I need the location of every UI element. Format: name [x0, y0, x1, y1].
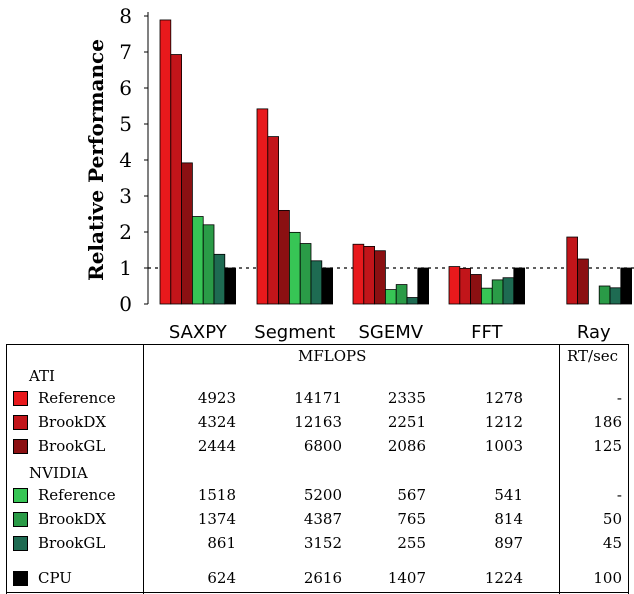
- table-cell: 3152: [303, 534, 342, 552]
- table-cell: 814: [494, 510, 523, 528]
- table-cell: 6800: [303, 437, 342, 455]
- y-tick-label: 8: [119, 4, 132, 28]
- table-cell: -: [616, 486, 622, 504]
- row-label: BrookDX: [38, 510, 107, 528]
- legend-swatch: [13, 536, 28, 551]
- y-tick-label: 4: [119, 148, 132, 172]
- table-cell: 125: [593, 437, 622, 455]
- x-tick-label: SGEMV: [359, 322, 424, 343]
- legend-swatch: [13, 571, 28, 586]
- table-cell: 541: [494, 486, 523, 504]
- table-cell: 2251: [387, 413, 426, 431]
- bar: [513, 267, 525, 305]
- group-label: NVIDIA: [29, 464, 88, 482]
- row-label: BrookGL: [38, 534, 106, 552]
- row-label: Reference: [38, 486, 116, 504]
- group-label: ATI: [29, 367, 55, 385]
- rt-sec-header: RT/sec: [567, 347, 619, 365]
- table-cell: 624: [207, 569, 236, 587]
- row-label: BrookGL: [38, 437, 106, 455]
- table-cell: 567: [397, 486, 426, 504]
- table-cell: 2086: [387, 437, 426, 455]
- bar: [321, 267, 333, 305]
- table-cell: 50: [602, 510, 622, 528]
- bar-chart: 0 1 2 3 4 5 6 7 8 Relative Performance SAXPY Segmen…: [84, 4, 634, 343]
- x-tick-label: Segment: [254, 322, 335, 343]
- table-cell: 14171: [294, 389, 342, 407]
- y-tick-label: 0: [119, 292, 132, 316]
- bar: [417, 267, 429, 305]
- table-cell: -: [616, 389, 622, 407]
- table-top-border: [6, 344, 629, 345]
- table-cell: 1407: [387, 569, 426, 587]
- row-label: Reference: [38, 389, 116, 407]
- legend-swatch: [13, 512, 28, 527]
- legend-swatch: [13, 415, 28, 430]
- table-cell: 861: [207, 534, 236, 552]
- x-tick-label: SAXPY: [169, 322, 228, 343]
- y-tick-label: 6: [119, 76, 132, 100]
- table-cell: 5200: [303, 486, 342, 504]
- table-cell: 45: [602, 534, 622, 552]
- table-cell: 2335: [387, 389, 426, 407]
- bar: [395, 284, 408, 305]
- bar: [224, 267, 237, 305]
- table-cell: 765: [397, 510, 426, 528]
- y-tick-label: 5: [119, 112, 132, 136]
- legend-swatch: [13, 488, 28, 503]
- mflops-header: MFLOPS: [298, 347, 367, 365]
- table-cell: 186: [593, 413, 622, 431]
- table-border-left: [6, 344, 7, 594]
- table-cell: 1374: [197, 510, 236, 528]
- legend-swatch: [13, 439, 28, 454]
- table-cell: 1518: [197, 486, 236, 504]
- bar: [577, 258, 589, 305]
- table-cell: 1212: [484, 413, 523, 431]
- table-cell: 2444: [197, 437, 236, 455]
- row-label: BrookDX: [38, 413, 107, 431]
- table-border-right: [628, 344, 629, 594]
- table-cell: 100: [593, 569, 622, 587]
- table-cell: 1003: [484, 437, 523, 455]
- y-tick-label: 3: [119, 184, 132, 208]
- bar: [620, 267, 632, 305]
- table-cell: 897: [494, 534, 523, 552]
- legend-swatch: [13, 391, 28, 406]
- table-cell: 4324: [197, 413, 236, 431]
- table-divider-right: [559, 344, 560, 594]
- x-tick-label: FFT: [471, 322, 503, 343]
- bar: [374, 250, 386, 305]
- table-cell: 2616: [303, 569, 342, 587]
- table-cell: 4387: [303, 510, 342, 528]
- table-cell: 255: [397, 534, 426, 552]
- table-cell: 12163: [294, 413, 342, 431]
- y-axis-title: Relative Performance: [84, 39, 108, 281]
- x-tick-label: Ray: [577, 322, 611, 343]
- y-tick-label: 1: [119, 256, 132, 280]
- table-divider-left: [143, 344, 144, 594]
- row-label: CPU: [38, 569, 72, 587]
- table-cell: 1224: [484, 569, 523, 587]
- y-tick-label: 2: [119, 220, 132, 244]
- table-cell: 4923: [197, 389, 236, 407]
- table-cell: 1278: [484, 389, 523, 407]
- y-tick-label: 7: [119, 40, 132, 64]
